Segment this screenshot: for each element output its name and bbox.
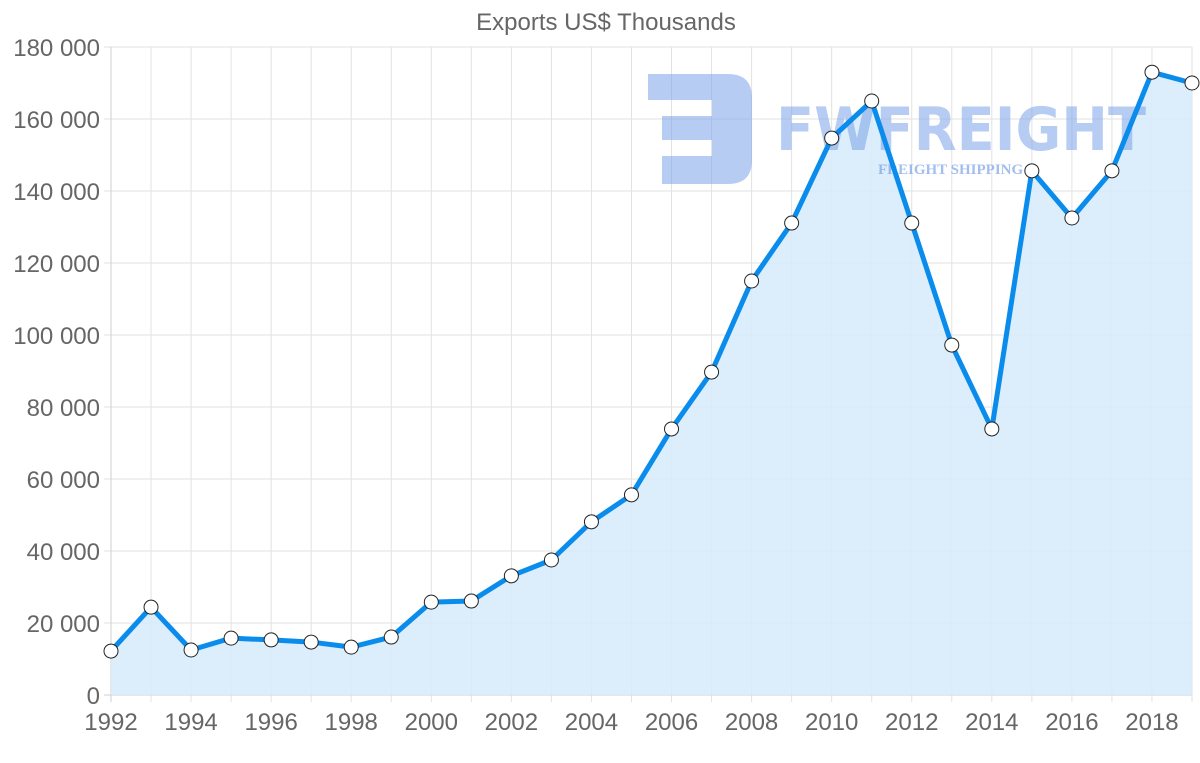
data-point-1999[interactable] <box>383 629 399 645</box>
x-tick-label: 1998 <box>325 709 378 736</box>
x-tick-label: 2012 <box>885 709 938 736</box>
x-tick-label: 2016 <box>1045 709 1098 736</box>
data-point-1996[interactable] <box>263 632 279 648</box>
data-point-1995[interactable] <box>223 630 239 646</box>
y-tick-label: 120 000 <box>13 251 100 278</box>
data-point-2001[interactable] <box>463 593 479 609</box>
x-tick-label: 2008 <box>725 709 778 736</box>
data-point-1992[interactable] <box>103 643 119 659</box>
data-point-2010[interactable] <box>824 130 840 146</box>
y-tick-label: 100 000 <box>13 323 100 350</box>
x-tick-label: 1994 <box>164 709 217 736</box>
area-fill <box>111 72 1192 695</box>
data-point-2004[interactable] <box>583 514 599 530</box>
x-tick-label: 1992 <box>84 709 137 736</box>
fwfreight-logo-icon <box>648 74 752 184</box>
area-path <box>111 72 1192 695</box>
data-point-2017[interactable] <box>1104 163 1120 179</box>
data-point-2000[interactable] <box>423 594 439 610</box>
data-point-2015[interactable] <box>1024 163 1040 179</box>
data-point-2005[interactable] <box>623 487 639 503</box>
x-tick-label: 2000 <box>405 709 458 736</box>
data-point-1997[interactable] <box>303 634 319 650</box>
watermark-tagline: FREIGHT SHIPPING <box>878 162 1023 178</box>
data-point-2009[interactable] <box>784 215 800 231</box>
data-point-2008[interactable] <box>744 273 760 289</box>
x-tick-label: 2010 <box>805 709 858 736</box>
x-axis-ticks: 1992 1994 1996 1998 2000 2002 2004 2006 2008 2010… <box>84 709 1178 736</box>
data-point-2012[interactable] <box>904 215 920 231</box>
y-tick-label: 20 000 <box>27 611 100 638</box>
data-point-2018[interactable] <box>1144 64 1160 80</box>
data-point-2002[interactable] <box>503 568 519 584</box>
x-tick-label: 1996 <box>244 709 297 736</box>
y-tick-label: 60 000 <box>27 467 100 494</box>
y-tick-label: 180 000 <box>13 35 100 62</box>
data-points <box>103 64 1200 659</box>
chart-title: Exports US$ Thousands <box>476 9 736 36</box>
watermark: FWFREIGHT FREIGHT SHIPPING <box>648 74 1146 184</box>
data-point-2013[interactable] <box>944 337 960 353</box>
x-tick-label: 2014 <box>965 709 1018 736</box>
data-point-2007[interactable] <box>704 364 720 380</box>
data-point-2011[interactable] <box>864 93 880 109</box>
data-point-2014[interactable] <box>984 421 1000 437</box>
y-axis-ticks: 0 20 000 40 000 60 000 80 000 100 000 120 000 1… <box>13 35 100 710</box>
data-point-2019[interactable] <box>1184 75 1200 91</box>
y-tick-label: 80 000 <box>27 395 100 422</box>
y-tick-label: 140 000 <box>13 179 100 206</box>
x-tick-label: 2004 <box>565 709 618 736</box>
data-line <box>108 69 1195 654</box>
y-tick-label: 0 <box>87 683 100 710</box>
data-point-1994[interactable] <box>183 642 199 658</box>
x-tick-label: 2002 <box>485 709 538 736</box>
y-tick-label: 160 000 <box>13 107 100 134</box>
y-tick-label: 40 000 <box>27 539 100 566</box>
data-point-1993[interactable] <box>143 599 159 615</box>
data-point-1998[interactable] <box>343 639 359 655</box>
watermark-brand: FWFREIGHT <box>776 95 1146 165</box>
x-tick-label: 2018 <box>1125 709 1178 736</box>
data-point-2003[interactable] <box>543 552 559 568</box>
data-point-2006[interactable] <box>664 421 680 437</box>
x-tick-label: 2006 <box>645 709 698 736</box>
series-line <box>108 69 1195 654</box>
data-point-2016[interactable] <box>1064 210 1080 226</box>
